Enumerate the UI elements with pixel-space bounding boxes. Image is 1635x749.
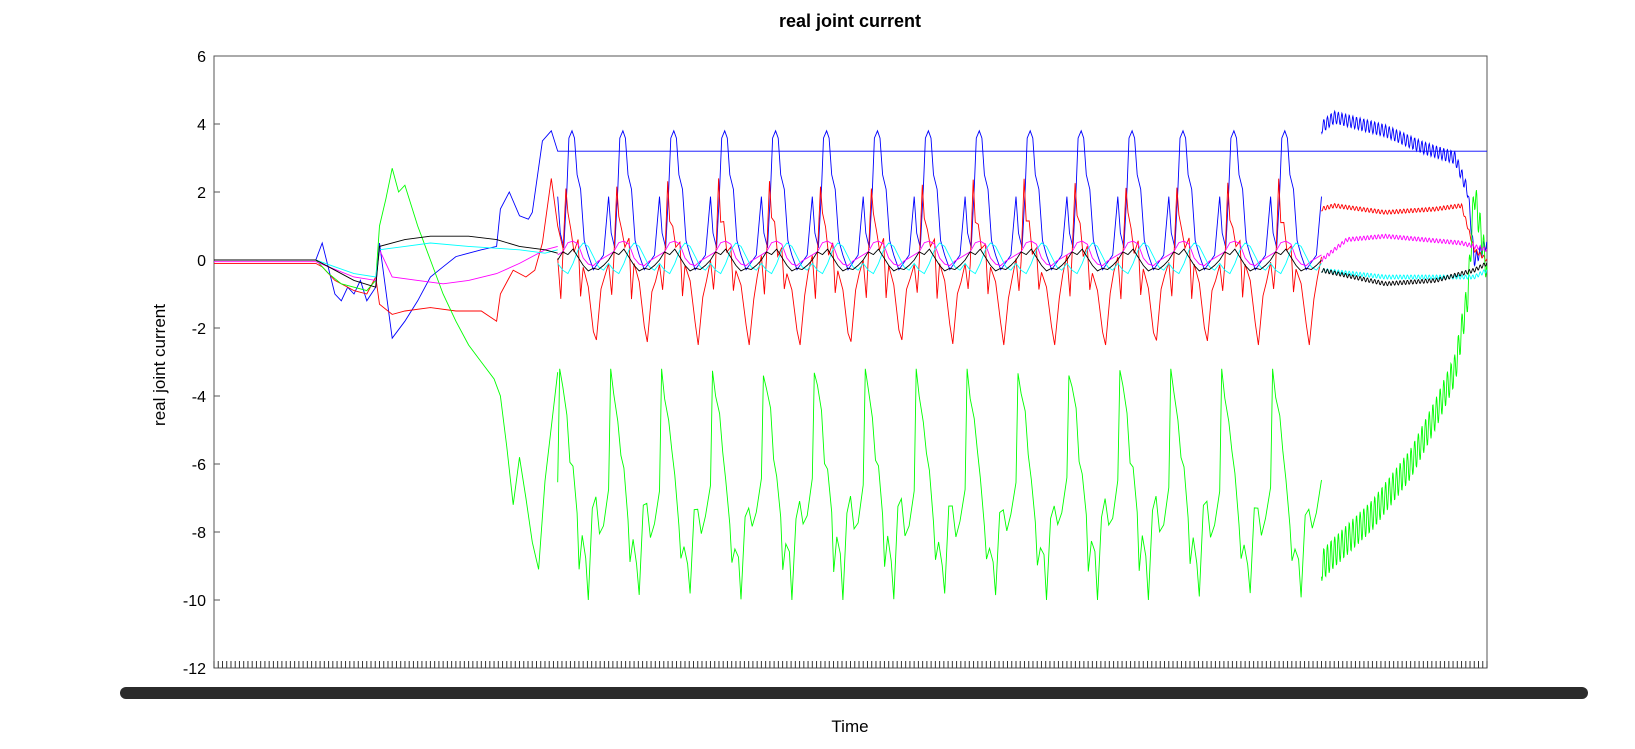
series-line-tail-cyan xyxy=(1321,267,1488,280)
chart-title: real joint current xyxy=(779,11,921,31)
y-tick-label: -2 xyxy=(192,321,206,338)
series-line-tail-red xyxy=(1321,202,1488,262)
y-tick-label: -6 xyxy=(192,457,206,474)
series-line-intro-2 xyxy=(214,178,565,322)
series-line-periodic-magenta xyxy=(557,240,1322,267)
series-line-periodic-green xyxy=(557,368,1322,601)
y-tick-label: 2 xyxy=(197,185,206,202)
series-line-periodic-black xyxy=(557,248,1322,272)
x-tick-label-band xyxy=(120,687,1588,699)
series-line-periodic-red xyxy=(557,178,1322,346)
series-line-intro-5 xyxy=(214,242,558,278)
y-tick-label: -4 xyxy=(192,389,206,406)
y-axis-ticks: 6 4 2 0 -2 -4 -6 -8 -10 -12 xyxy=(183,49,220,678)
x-axis-ticks xyxy=(213,661,1488,668)
y-axis-label: real joint current xyxy=(150,304,169,426)
series-line-intro-4 xyxy=(214,245,558,285)
y-tick-label: 0 xyxy=(197,253,206,270)
series-line-tail-green xyxy=(1321,189,1488,581)
series-line-tail-black xyxy=(1321,262,1488,287)
series-line-intro-6 xyxy=(214,235,558,288)
series-line-tail-magenta xyxy=(1321,233,1488,263)
plot-frame xyxy=(213,55,1488,669)
x-axis-label: Time xyxy=(831,717,868,736)
y-tick-label: -10 xyxy=(183,593,206,610)
series-line-intro-0 xyxy=(214,129,1487,340)
y-tick-label: -8 xyxy=(192,525,206,542)
series-line-periodic-cyan xyxy=(557,242,1322,275)
series-line-tail-blue xyxy=(1321,109,1488,267)
y-tick-label: 4 xyxy=(197,117,206,134)
y-tick-label: 6 xyxy=(197,49,206,66)
series-line-periodic-blue xyxy=(557,129,1322,271)
y-tick-label: -12 xyxy=(183,661,206,678)
series-line-intro-3 xyxy=(214,168,559,570)
series-lines xyxy=(214,109,1488,601)
